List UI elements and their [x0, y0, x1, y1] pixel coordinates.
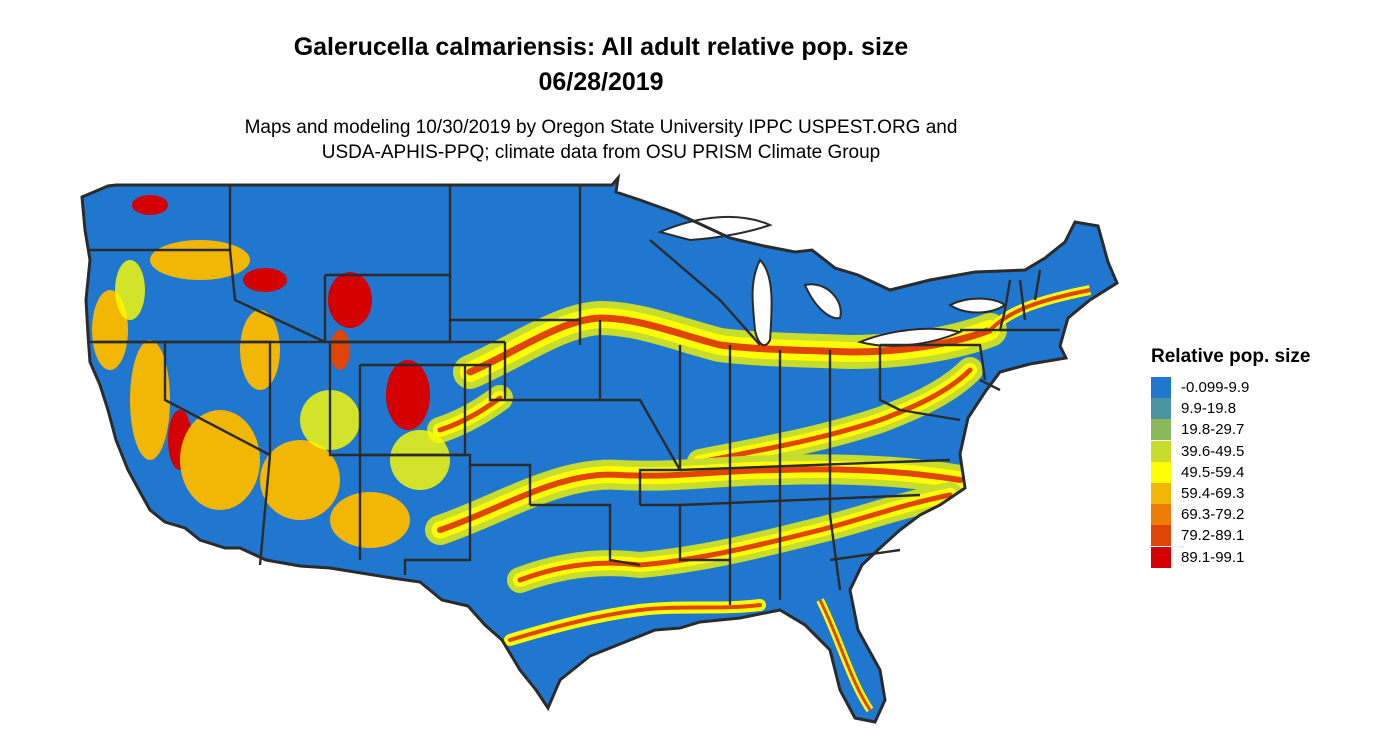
map-credit-line-1: Maps and modeling 10/30/2019 by Oregon S…	[244, 117, 958, 138]
legend-item: 79.2-89.1	[1151, 525, 1310, 547]
legend-swatch	[1151, 398, 1171, 420]
legend-rows: -0.099-9.9 9.9-19.8 19.8-29.7 39.6-49.5 49.5…	[1151, 377, 1310, 568]
legend-label: 89.1-99.1	[1181, 548, 1245, 566]
map-date: 06/28/2019	[538, 68, 664, 96]
legend-swatch	[1151, 419, 1171, 441]
legend-label: 39.6-49.5	[1181, 442, 1245, 460]
legend-label: 9.9-19.8	[1181, 400, 1237, 418]
legend-label: 59.4-69.3	[1181, 485, 1245, 503]
map-credit-line-2: USDA-APHIS-PPQ; climate data from OSU PR…	[321, 142, 881, 163]
legend-item: 39.6-49.5	[1151, 440, 1310, 462]
legend: Relative pop. size -0.099-9.9 9.9-19.8 19.…	[1151, 345, 1310, 568]
legend-swatch	[1151, 546, 1171, 568]
legend-item: 69.3-79.2	[1151, 504, 1310, 526]
us-map	[80, 176, 1119, 724]
legend-label: 69.3-79.2	[1181, 506, 1245, 524]
legend-item: 89.1-99.1	[1151, 546, 1310, 568]
great-lakes	[656, 216, 1007, 347]
state-borders	[88, 185, 1060, 605]
legend-title: Relative pop. size	[1151, 346, 1311, 367]
legend-swatch	[1151, 483, 1171, 505]
legend-label: 49.5-59.4	[1181, 463, 1245, 481]
legend-item: 59.4-69.3	[1151, 483, 1310, 505]
map-title: Galerucella calmariensis: All adult rela…	[293, 33, 909, 61]
legend-label: 19.8-29.7	[1181, 421, 1245, 439]
legend-item: 9.9-19.8	[1151, 398, 1310, 420]
legend-label: 79.2-89.1	[1181, 527, 1245, 545]
legend-swatch	[1151, 525, 1171, 547]
legend-label: -0.099-9.9	[1181, 379, 1250, 397]
legend-swatch	[1151, 461, 1171, 483]
legend-item: -0.099-9.9	[1151, 377, 1310, 399]
legend-swatch	[1151, 504, 1171, 526]
legend-item: 19.8-29.7	[1151, 419, 1310, 441]
legend-swatch	[1151, 377, 1171, 399]
legend-item: 49.5-59.4	[1151, 461, 1310, 483]
legend-swatch	[1151, 440, 1171, 462]
